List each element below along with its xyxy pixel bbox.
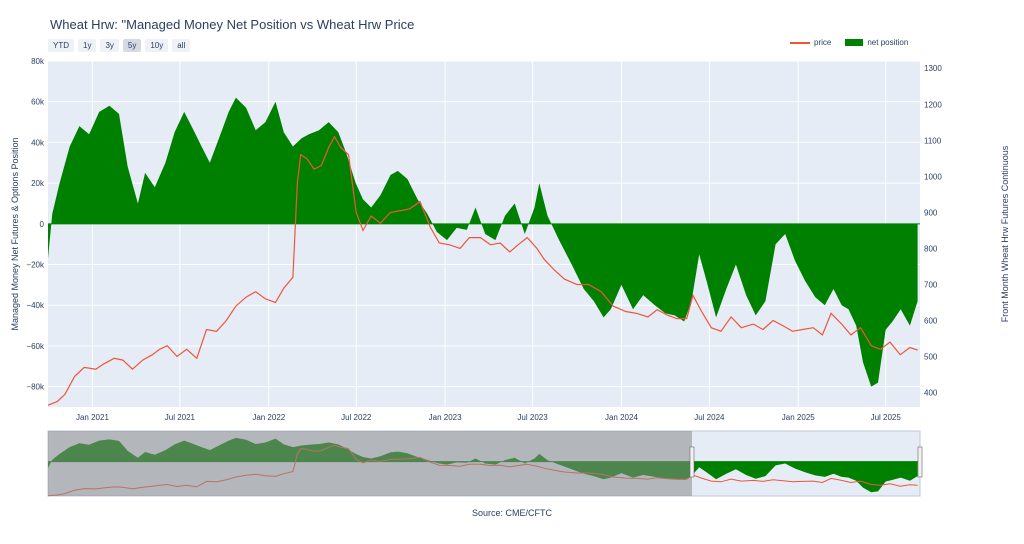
x-tick-label: Jul 2022 [341,413,372,422]
slider-handle-left [689,446,695,478]
left-tick-label: −20k [26,261,45,270]
price-series [47,135,918,406]
slider-mask-left [48,431,692,496]
slider-net-position [48,437,918,493]
net-position-area [48,97,918,387]
x-axis-ticks: Jan 2021 Jul 2021 Jan 2022 Jul 2022 Jan 2023… [76,413,901,422]
range-button-3y[interactable]: 3y [100,39,119,52]
left-axis-label: Managed Money Net Futures & Options Posi… [10,137,20,330]
price-line [47,135,918,406]
right-tick-label: 500 [924,353,938,362]
left-tick-label: 60k [31,98,45,107]
right-tick-label: 1100 [924,136,942,145]
right-tick-label: 800 [924,244,938,253]
x-tick-label: Jan 2023 [429,413,462,422]
legend-label-price: price [814,38,832,47]
range-slider[interactable] [47,430,923,497]
x-tick-label: Jan 2021 [76,413,109,422]
left-axis-ticks: −80k −60k −40k −20k 0 20k 40k 60k 80k [26,57,45,392]
legend-swatch-price [790,41,810,44]
range-button-1y[interactable]: 1y [78,39,97,52]
legend: price net position [790,38,916,47]
right-axis-ticks: 400 500 600 700 800 900 1000 1100 1200 1300 [924,64,942,397]
right-axis-label: Front Month Wheat Hrw Futures Continuous [1000,145,1010,322]
x-tick-label: Jul 2025 [871,413,902,422]
range-selector: YTD 1y 3y 5y 10y all [48,39,191,52]
left-tick-label: −80k [26,383,45,392]
left-tick-label: 0 [40,220,45,229]
right-tick-label: 1300 [924,64,942,73]
plot-area [48,61,920,407]
left-tick-label: −60k [26,342,45,351]
left-tick-label: 80k [31,57,45,66]
grid-lines [48,60,920,407]
x-tick-label: Jan 2025 [782,413,815,422]
legend-item-price[interactable]: price [790,38,831,47]
source-note: Source: CME/CFTC [471,508,552,518]
left-tick-label: −40k [26,301,45,310]
slider-background [47,430,921,497]
slider-price [47,444,918,497]
x-tick-label: Jul 2021 [165,413,196,422]
x-tick-label: Jan 2024 [605,413,638,422]
chart-title: Wheat Hrw: "Managed Money Net Position v… [50,17,415,32]
right-tick-label: 400 [924,389,938,398]
range-button-5y[interactable]: 5y [122,39,142,52]
x-tick-label: Jul 2024 [694,413,725,422]
range-button-all[interactable]: all [172,39,191,52]
range-button-ytd[interactable]: YTD [48,39,74,52]
x-tick-label: Jul 2023 [517,413,548,422]
x-tick-label: Jan 2022 [252,413,285,422]
left-tick-label: 40k [31,138,45,147]
right-tick-label: 900 [924,208,938,217]
right-tick-label: 700 [924,280,938,289]
right-tick-label: 600 [924,317,938,326]
slider-handle-right [917,446,923,478]
right-tick-label: 1200 [924,100,942,109]
legend-label-net-position: net position [867,38,909,47]
left-tick-label: 20k [31,179,45,188]
net-position-series [48,97,918,387]
legend-swatch-net-position [845,39,864,46]
legend-item-net-position[interactable]: net position [845,38,908,47]
right-tick-label: 1000 [924,172,942,181]
range-button-10y[interactable]: 10y [145,39,169,52]
